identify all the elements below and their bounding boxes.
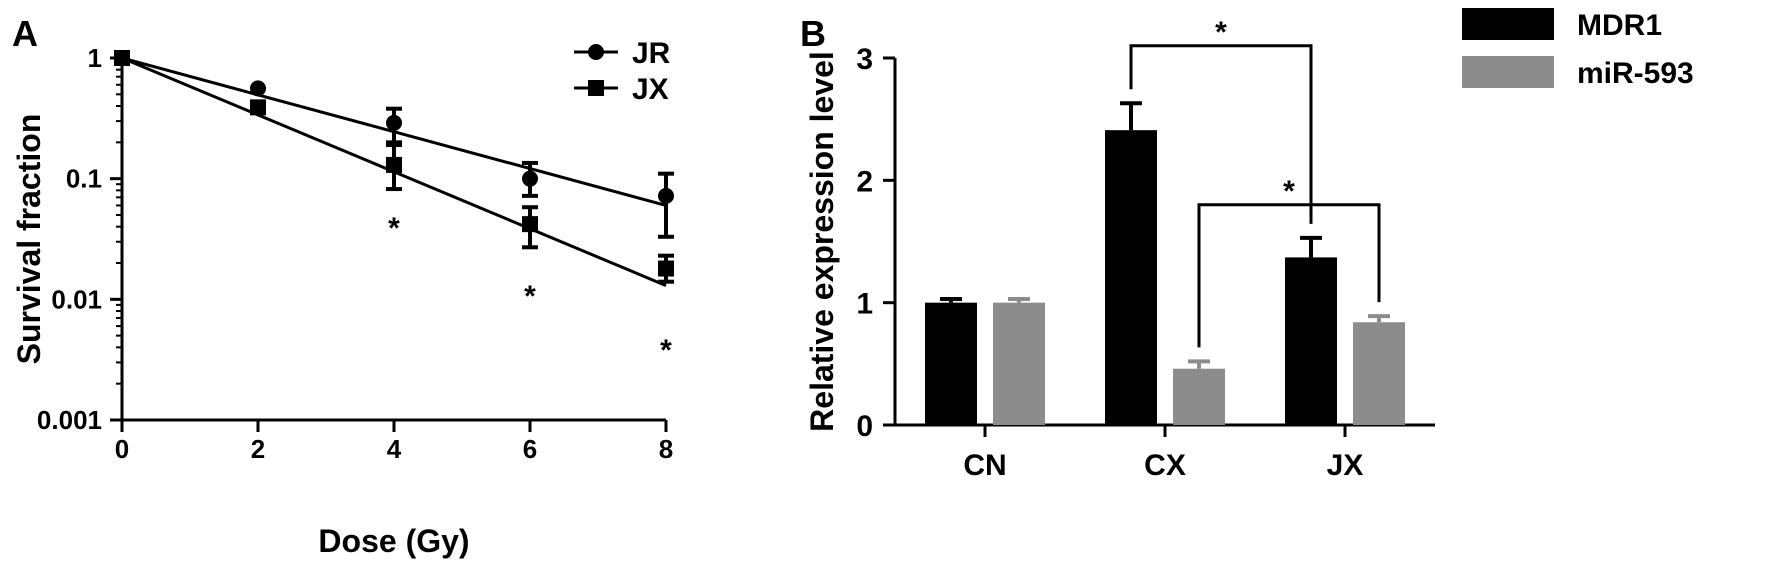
y-axis-title: Survival fraction bbox=[11, 114, 47, 365]
x-tick-label: CN bbox=[963, 449, 1006, 482]
point-JX bbox=[114, 50, 130, 66]
x-tick-label: JX bbox=[1327, 449, 1364, 482]
x-tick-label: 4 bbox=[387, 434, 402, 464]
legend-swatch-MDR1 bbox=[1462, 8, 1554, 40]
x-tick-label: 0 bbox=[115, 434, 129, 464]
bar-MDR1-CX bbox=[1105, 130, 1157, 425]
point-JX bbox=[658, 260, 674, 277]
legend-label-miR-593: miR-593 bbox=[1577, 57, 1694, 90]
significance-asterisk: * bbox=[1283, 175, 1295, 208]
legend-label-MDR1: MDR1 bbox=[1577, 9, 1662, 42]
panel-b-label: B bbox=[800, 13, 826, 54]
y-tick-label: 1 bbox=[88, 43, 102, 73]
x-tick-label: 8 bbox=[659, 434, 673, 464]
x-tick-label: CX bbox=[1144, 449, 1186, 482]
significance-asterisk: * bbox=[660, 334, 672, 367]
bar-MDR1-CN bbox=[925, 302, 977, 425]
y-tick-label: 2 bbox=[856, 165, 873, 198]
point-JR bbox=[658, 187, 674, 204]
bar-miR-593-JX bbox=[1353, 322, 1405, 425]
y-axis-title: Relative expression level bbox=[804, 51, 840, 432]
bar-MDR1-JX bbox=[1285, 257, 1337, 425]
x-tick-label: 2 bbox=[251, 434, 265, 464]
y-tick-label: 0 bbox=[856, 410, 873, 443]
bar-miR-593-CN bbox=[993, 302, 1045, 425]
significance-bracket bbox=[1197, 203, 1381, 348]
y-tick-label: 3 bbox=[856, 43, 873, 76]
bar-miR-593-CX bbox=[1173, 368, 1225, 425]
significance-bracket bbox=[1129, 44, 1313, 224]
significance-asterisk: * bbox=[524, 280, 536, 313]
legend-label-JR: JR bbox=[632, 37, 671, 70]
x-axis-title: Dose (Gy) bbox=[318, 523, 469, 559]
legend-label-JX: JX bbox=[632, 73, 669, 106]
legend-swatch-miR-593 bbox=[1462, 56, 1554, 88]
y-tick-label: 0.01 bbox=[51, 284, 102, 314]
point-JR bbox=[386, 114, 402, 131]
point-JR bbox=[522, 170, 538, 187]
expression-bar-chart: 0 1 2 3 Relative expression level CN CX JX * * MDR… bbox=[804, 8, 1694, 482]
significance-asterisk: * bbox=[1215, 16, 1227, 49]
point-JX bbox=[522, 216, 538, 233]
point-JX bbox=[250, 99, 266, 116]
y-tick-label: 0.1 bbox=[66, 164, 102, 194]
y-tick-label: 1 bbox=[856, 288, 873, 321]
legend-marker-JR bbox=[588, 44, 604, 60]
y-tick-label: 0.001 bbox=[37, 405, 102, 435]
panel-a-label: A bbox=[12, 13, 38, 54]
x-tick-label: 6 bbox=[523, 434, 537, 464]
legend-marker-JX bbox=[588, 80, 604, 96]
point-JR bbox=[250, 80, 266, 97]
survival-chart: 0.001 0.01 0.1 1 0 2 4 6 8 Dose (Gy) Survival frac… bbox=[11, 37, 674, 559]
significance-asterisk: * bbox=[388, 212, 400, 245]
point-JX bbox=[386, 156, 402, 173]
